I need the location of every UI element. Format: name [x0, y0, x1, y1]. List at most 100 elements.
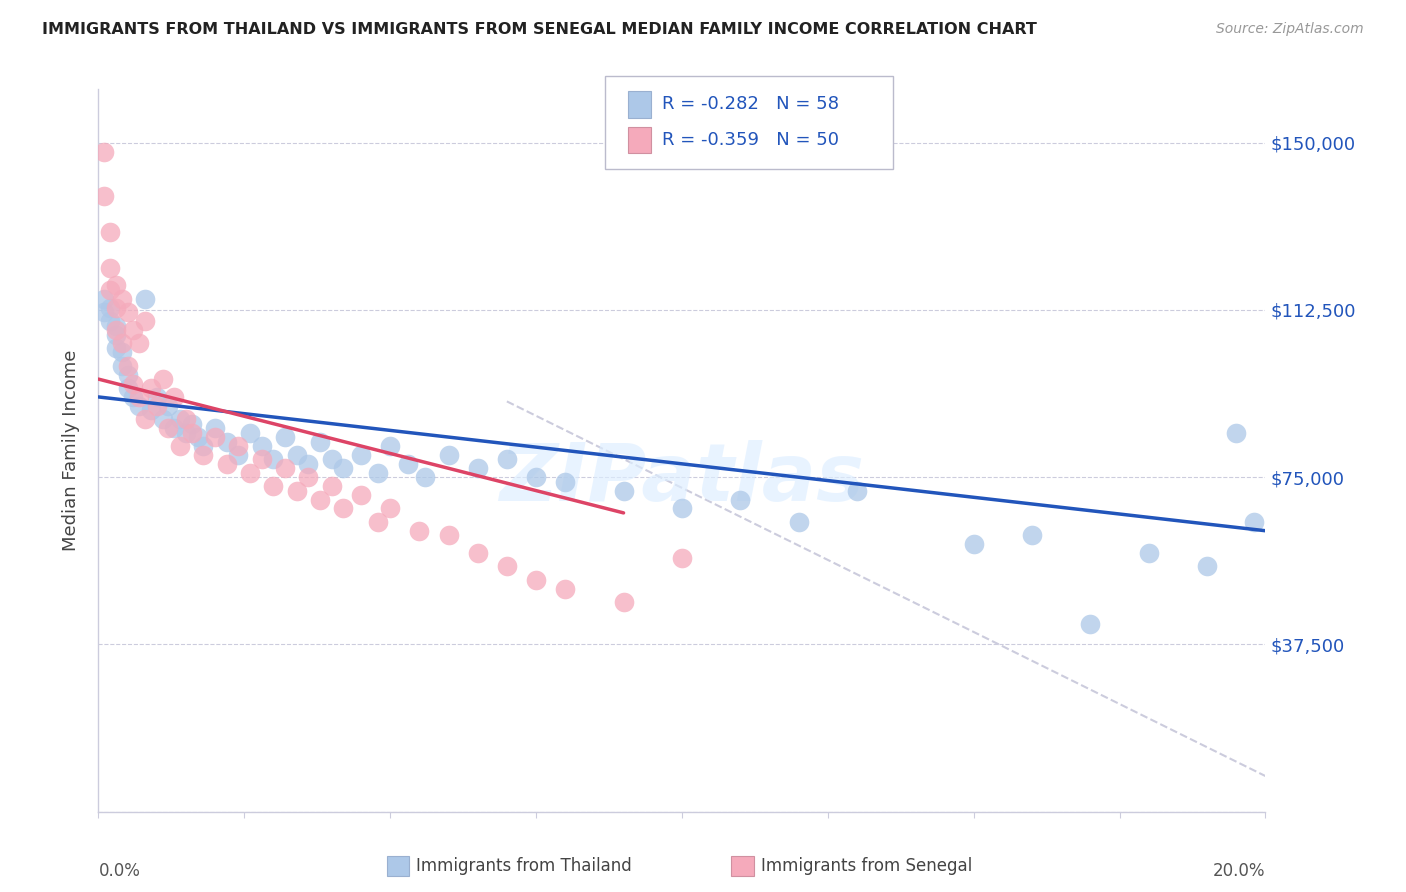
Point [111, 345, 134, 359]
Point [612, 595, 634, 609]
Point [321, 452, 343, 467]
Point [367, 466, 389, 480]
Point [134, 412, 156, 426]
Point [380, 501, 402, 516]
Point [193, 448, 215, 462]
Text: R = -0.359   N = 50: R = -0.359 N = 50 [662, 131, 839, 149]
Point [134, 314, 156, 328]
Point [437, 448, 460, 462]
Point [350, 448, 373, 462]
Point [128, 390, 150, 404]
Point [1225, 425, 1247, 440]
Text: Source: ZipAtlas.com: Source: ZipAtlas.com [1216, 22, 1364, 37]
Point [93, 145, 115, 159]
Point [93, 292, 115, 306]
Point [962, 537, 984, 551]
Text: R = -0.282   N = 58: R = -0.282 N = 58 [662, 95, 839, 113]
Point [274, 430, 297, 444]
Point [380, 439, 402, 453]
Point [157, 399, 180, 413]
Point [139, 381, 162, 395]
Point [111, 292, 134, 306]
Point [139, 403, 162, 417]
Point [98, 314, 121, 328]
Point [285, 483, 308, 498]
Point [111, 359, 134, 373]
Point [215, 434, 238, 449]
Point [204, 430, 226, 444]
Point [134, 292, 156, 306]
Point [122, 323, 145, 337]
Point [215, 457, 238, 471]
Point [787, 515, 810, 529]
Point [111, 336, 134, 351]
Point [228, 448, 250, 462]
Point [163, 390, 186, 404]
Point [157, 421, 180, 435]
Point [332, 501, 354, 516]
Point [554, 475, 576, 489]
Point [146, 399, 169, 413]
Point [187, 430, 209, 444]
Point [350, 488, 373, 502]
Point [117, 381, 139, 395]
Point [239, 425, 262, 440]
Point [1021, 528, 1043, 542]
Text: IMMIGRANTS FROM THAILAND VS IMMIGRANTS FROM SENEGAL MEDIAN FAMILY INCOME CORRELA: IMMIGRANTS FROM THAILAND VS IMMIGRANTS F… [42, 22, 1038, 37]
Point [297, 457, 319, 471]
Point [250, 439, 273, 453]
Text: Immigrants from Senegal: Immigrants from Senegal [761, 857, 972, 875]
Y-axis label: Median Family Income: Median Family Income [62, 350, 80, 551]
Point [98, 260, 121, 275]
Point [122, 376, 145, 391]
Point [297, 470, 319, 484]
Point [262, 452, 284, 467]
Point [128, 399, 150, 413]
Point [169, 439, 191, 453]
Point [496, 452, 519, 467]
Point [152, 412, 174, 426]
Point [524, 470, 547, 484]
Point [128, 336, 150, 351]
Point [93, 189, 115, 203]
Text: ZIPatlas: ZIPatlas [499, 441, 865, 518]
Point [104, 278, 127, 293]
Point [104, 301, 127, 315]
Point [104, 341, 127, 355]
Point [671, 550, 693, 565]
Point [467, 546, 489, 560]
Point [98, 283, 121, 297]
Text: 0.0%: 0.0% [98, 863, 141, 880]
Point [367, 515, 389, 529]
Point [496, 559, 519, 574]
Point [309, 492, 332, 507]
Point [98, 301, 121, 315]
Point [309, 434, 332, 449]
Point [413, 470, 436, 484]
Point [204, 421, 226, 435]
Point [104, 318, 127, 333]
Text: 20.0%: 20.0% [1213, 863, 1265, 880]
Point [730, 492, 752, 507]
Point [228, 439, 250, 453]
Point [122, 390, 145, 404]
Point [193, 439, 215, 453]
Point [250, 452, 273, 467]
Point [1080, 617, 1102, 632]
Point [180, 425, 202, 440]
Point [98, 225, 121, 239]
Point [174, 425, 197, 440]
Point [396, 457, 419, 471]
Point [524, 573, 547, 587]
Point [262, 479, 284, 493]
Point [408, 524, 430, 538]
Point [437, 528, 460, 542]
Point [174, 412, 197, 426]
Point [274, 461, 297, 475]
Point [846, 483, 869, 498]
Point [554, 582, 576, 596]
Point [239, 466, 262, 480]
Point [332, 461, 354, 475]
Point [671, 501, 693, 516]
Point [117, 359, 139, 373]
